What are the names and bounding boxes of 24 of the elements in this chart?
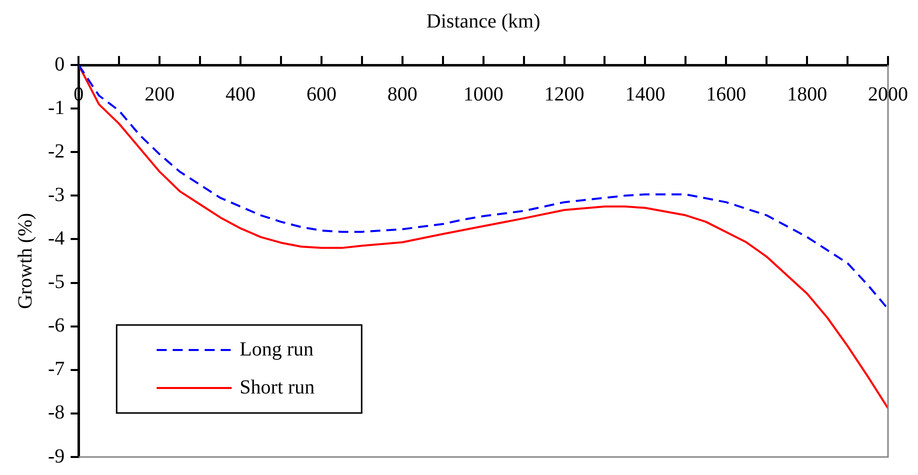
x-tick-label: 2000: [868, 83, 908, 106]
legend-label: Short run: [240, 376, 315, 398]
y-tick-label: -4: [48, 227, 65, 250]
y-tick-label: -3: [48, 184, 65, 206]
legend-label: Long run: [240, 338, 314, 360]
x-tick-label: 400: [226, 83, 256, 106]
x-tick-label: 600: [306, 83, 336, 106]
y-axis-title: Growth (%): [14, 212, 36, 310]
y-tick-label: -5: [48, 271, 65, 294]
y-tick-label: -7: [48, 358, 65, 380]
x-tick-label: 1200: [544, 83, 584, 106]
y-tick-label: -8: [48, 402, 65, 424]
y-tick-label: -6: [48, 314, 65, 337]
x-tick-label: 1800: [787, 83, 828, 106]
y-tick-label: 0: [54, 53, 65, 76]
y-tick-label: -1: [48, 96, 65, 119]
x-tick-label: 200: [144, 83, 175, 106]
x-tick-label: 1600: [706, 83, 746, 106]
x-tick-label: 1400: [625, 83, 666, 106]
y-tick-label: -9: [48, 445, 65, 468]
x-tick-label: 800: [387, 83, 418, 106]
x-tick-label: 1000: [463, 83, 504, 106]
y-tick-label: -2: [48, 140, 65, 162]
x-axis-title: Distance (km): [426, 10, 540, 32]
